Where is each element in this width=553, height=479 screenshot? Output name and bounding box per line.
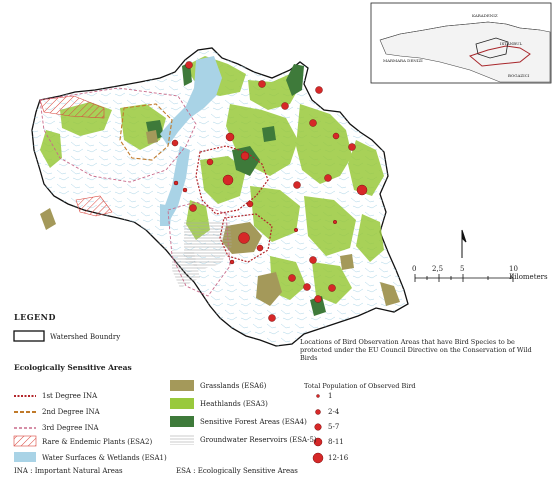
bird-class-12-16 [312, 452, 324, 464]
bird-point[interactable] [225, 132, 235, 142]
rare-plants-label: Rare & Endemic Plants (ESA2) [42, 438, 153, 446]
groundwater-swatch [170, 434, 194, 445]
bird-point[interactable] [293, 227, 299, 233]
bird-point[interactable] [288, 274, 296, 282]
third-degree-label: 3rd Degree INA [42, 424, 99, 432]
inset-label-bosphorus: BOGAZICI [508, 73, 530, 78]
first-degree-label: 1st Degree INA [42, 392, 98, 400]
esa-abbreviation: ESA : Ecologically Sensitive Areas [176, 467, 298, 475]
legend-swatches-left [13, 330, 45, 462]
scale-label-10: 10 Kilometers [509, 265, 548, 281]
inset-label-black-sea: KARADENIZ [472, 13, 498, 18]
bird-class-2-4-label: 2-4 [328, 408, 340, 416]
bird-legend-title: Total Population of Observed Bird [304, 382, 416, 390]
bird-point[interactable] [348, 143, 356, 151]
bird-class-2-4 [315, 409, 321, 415]
watershed-label: Watershed Boundry [50, 333, 121, 341]
third-degree-ina-boundary [39, 87, 197, 183]
ina-abbreviation: INA : Important Natural Areas [14, 467, 123, 475]
bird-point[interactable] [309, 256, 317, 264]
inset-label-istanbul: ISTANBUL [500, 41, 523, 46]
bird-point[interactable] [268, 314, 276, 322]
bird-point[interactable] [238, 232, 250, 244]
grassland-swatch [170, 380, 194, 391]
bird-point[interactable] [281, 102, 289, 110]
groundwater-reservoirs [172, 222, 232, 288]
bird-point[interactable] [309, 119, 317, 127]
bird-class-5-7 [314, 423, 322, 431]
scale-label-0: 0 [412, 265, 417, 273]
bird-point[interactable] [173, 180, 179, 186]
scale-label-2-5: 2,5 [432, 265, 444, 273]
grassland-label: Grasslands (ESA6) [200, 382, 267, 390]
legend-title: LEGEND [14, 312, 56, 322]
bird-point[interactable] [324, 174, 332, 182]
watershed-swatch [13, 330, 45, 342]
bird-point[interactable] [246, 200, 254, 208]
forest-label: Sensitive Forest Areas (ESA4) [200, 418, 307, 426]
inset-map [370, 2, 552, 84]
inset-label-marmara: MARMARA DENIZI [383, 58, 423, 63]
bird-point[interactable] [171, 139, 179, 147]
second-degree-ina-boundary [119, 103, 173, 161]
bird-point[interactable] [332, 132, 340, 140]
bird-class-1 [316, 394, 320, 398]
north-arrow [461, 229, 467, 258]
bird-point[interactable] [256, 244, 264, 252]
second-degree-label: 2nd Degree INA [42, 408, 100, 416]
bird-point[interactable] [356, 184, 368, 196]
forest-swatch [170, 416, 194, 427]
heathland-label: Heathlands (ESA3) [200, 400, 268, 408]
bird-class-8-11-label: 8-11 [328, 438, 344, 446]
third-degree-ina-boundary-2 [167, 201, 231, 297]
bird-class-12-16-label: 12-16 [328, 454, 349, 462]
bird-point[interactable] [222, 174, 234, 186]
bird-class-1-label: 1 [328, 392, 333, 400]
ina-boundaries [39, 87, 273, 297]
rare-plants-swatch [13, 435, 37, 447]
inset-coast [379, 21, 541, 41]
bird-point[interactable] [258, 80, 266, 88]
bird-point[interactable] [314, 295, 322, 303]
bird-size-legend [312, 394, 324, 464]
bird-class-5-7-label: 5-7 [328, 423, 340, 431]
inset-watershed [475, 37, 509, 59]
bird-point[interactable] [189, 204, 197, 212]
bird-observation-points [171, 61, 368, 322]
bird-point[interactable] [303, 283, 311, 291]
bird-point[interactable] [240, 151, 250, 161]
bird-point[interactable] [332, 219, 338, 225]
groundwater-label: Groundwater Reservoirs (ESA-5) [200, 436, 317, 444]
esa-section-title: Ecologically Sensitive Areas [14, 363, 132, 372]
bird-point[interactable] [206, 158, 214, 166]
bird-class-8-11 [313, 437, 323, 447]
heathland-swatch [170, 398, 194, 409]
scale-bar [414, 274, 514, 282]
water-label: Water Surfaces & Wetlands (ESA1) [42, 454, 167, 462]
bird-point[interactable] [182, 187, 188, 193]
bird-point[interactable] [229, 259, 235, 265]
first-degree-ina-boundary-2 [219, 213, 273, 263]
sensitive-forest-areas [146, 62, 326, 316]
water-swatch [14, 452, 36, 462]
bird-observation-note: Locations of Bird Observation Areas that… [300, 338, 532, 362]
inset-urban [468, 45, 531, 67]
scale-label-5: 5 [460, 265, 465, 273]
legend-swatches-right [170, 380, 194, 445]
bird-point[interactable] [185, 61, 193, 69]
bird-point[interactable] [315, 86, 323, 94]
bird-point[interactable] [293, 181, 301, 189]
rare-endemic-areas [39, 95, 113, 217]
bird-point[interactable] [328, 284, 336, 292]
